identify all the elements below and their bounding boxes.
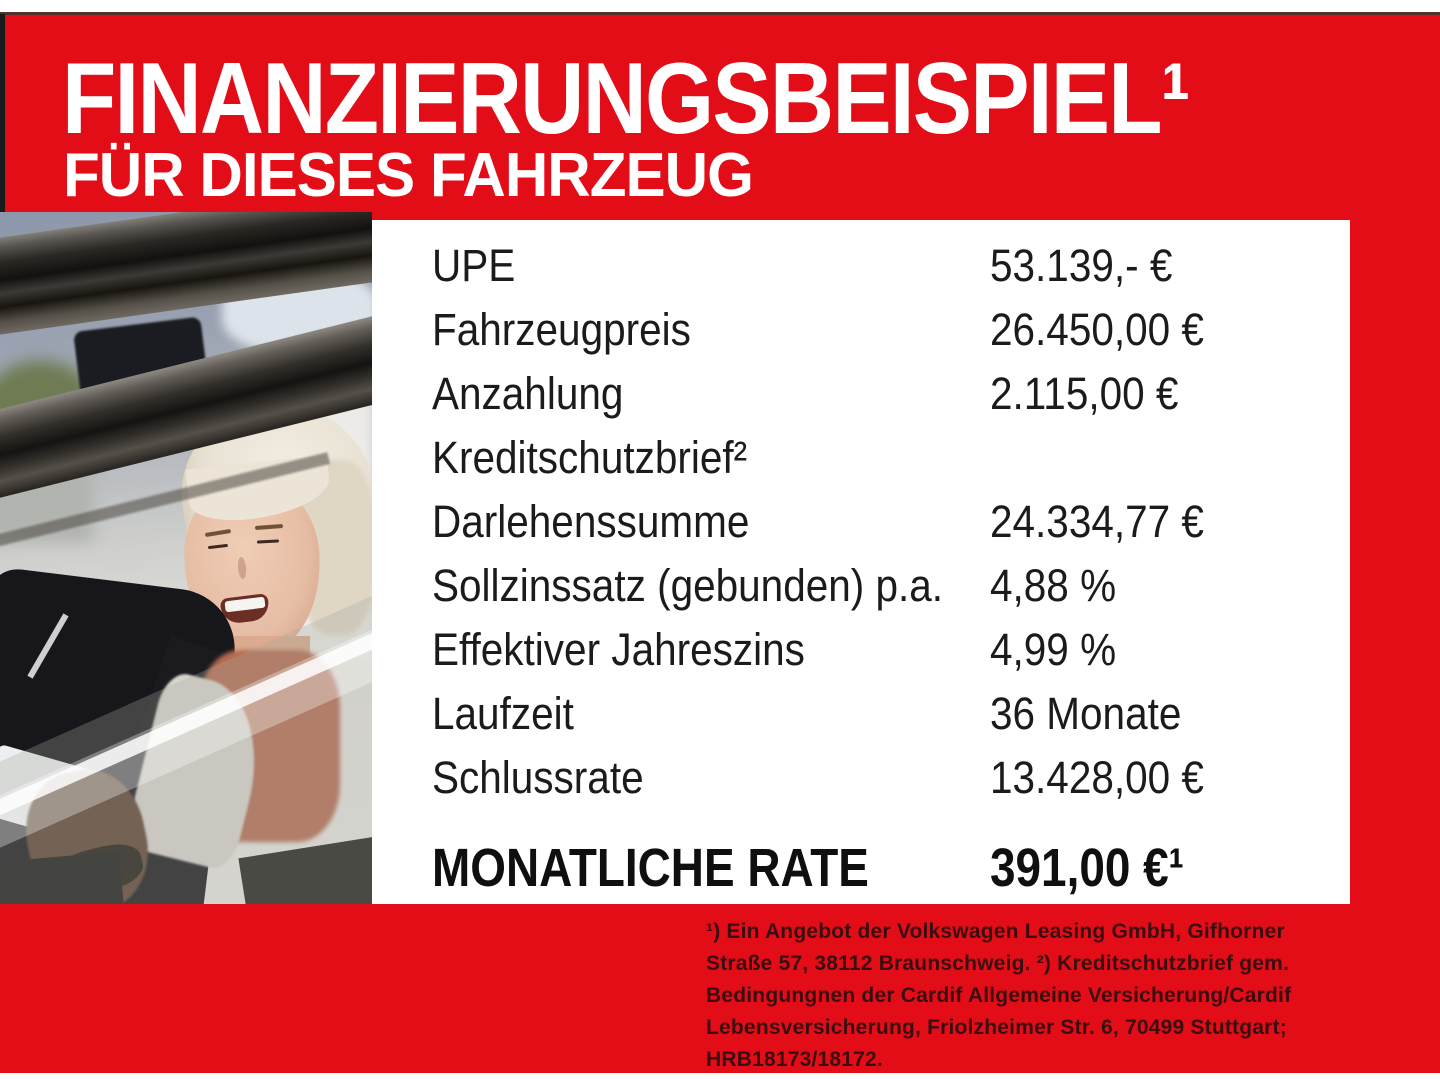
- ad-subtitle: FÜR DIESES FAHRZEUG: [63, 141, 754, 210]
- footnote-line: ¹) Ein Angebot der Volkswagen Leasing Gm…: [706, 920, 1285, 943]
- vehicle-photo: [0, 212, 372, 904]
- table-row: Fahrzeugpreis 26.450,00 €: [372, 298, 1350, 362]
- footnote-line: Bedingungnen der Cardif Allgemeine Versi…: [706, 984, 1292, 1007]
- row-value: 24.334,77 €: [990, 496, 1204, 547]
- table-row: UPE 53.139,- €: [372, 234, 1350, 298]
- row-value: 2.115,00 €: [990, 368, 1179, 419]
- row-label: Anzahlung: [432, 368, 624, 419]
- footnote-line: HRB18173/18172.: [706, 1048, 883, 1071]
- monthly-rate-value: 391,00 €¹: [990, 838, 1184, 898]
- row-value: 4,88 %: [990, 560, 1117, 611]
- table-row: Laufzeit 36 Monate: [372, 682, 1350, 746]
- row-label: Fahrzeugpreis: [432, 304, 691, 355]
- table-row: Anzahlung 2.115,00 €: [372, 362, 1350, 426]
- table-row: Kreditschutzbrief²: [372, 426, 1350, 490]
- footnote-line: Lebensversicherung, Friolzheimer Str. 6,…: [706, 1016, 1287, 1039]
- monthly-rate-row: MONATLICHE RATE 391,00 €¹: [372, 832, 1350, 904]
- finance-table: UPE 53.139,- € Fahrzeugpreis 26.450,00 €…: [372, 234, 1350, 810]
- row-value: 4,99 %: [990, 624, 1117, 675]
- finance-table-panel: UPE 53.139,- € Fahrzeugpreis 26.450,00 €…: [372, 220, 1350, 904]
- row-label: Darlehenssumme: [432, 496, 750, 547]
- row-value: 36 Monate: [990, 688, 1182, 739]
- table-row: Darlehenssumme 24.334,77 €: [372, 490, 1350, 554]
- left-dark-edge: [0, 14, 5, 212]
- row-label: Laufzeit: [432, 688, 574, 739]
- ad-title: FINANZIERUNGSBEISPIEL¹: [62, 43, 1190, 155]
- row-value: 26.450,00 €: [990, 304, 1204, 355]
- row-label: Effektiver Jahreszins: [432, 624, 805, 675]
- row-value: 53.139,- €: [990, 240, 1173, 291]
- table-row: Effektiver Jahreszins 4,99 %: [372, 618, 1350, 682]
- row-label: Kreditschutzbrief²: [432, 432, 748, 483]
- row-label: Sollzinssatz (gebunden) p.a.: [432, 560, 944, 611]
- table-row: Schlussrate 13.428,00 €: [372, 746, 1350, 810]
- row-label: UPE: [432, 240, 516, 291]
- table-row: Sollzinssatz (gebunden) p.a. 4,88 %: [372, 554, 1350, 618]
- monthly-rate-label: MONATLICHE RATE: [432, 838, 869, 898]
- footnote-line: Straße 57, 38112 Braunschweig. ²) Kredit…: [706, 952, 1290, 975]
- row-value: 13.428,00 €: [990, 752, 1204, 803]
- row-label: Schlussrate: [432, 752, 644, 803]
- legal-footnote: ¹) Ein Angebot der Volkswagen Leasing Gm…: [706, 916, 1346, 1076]
